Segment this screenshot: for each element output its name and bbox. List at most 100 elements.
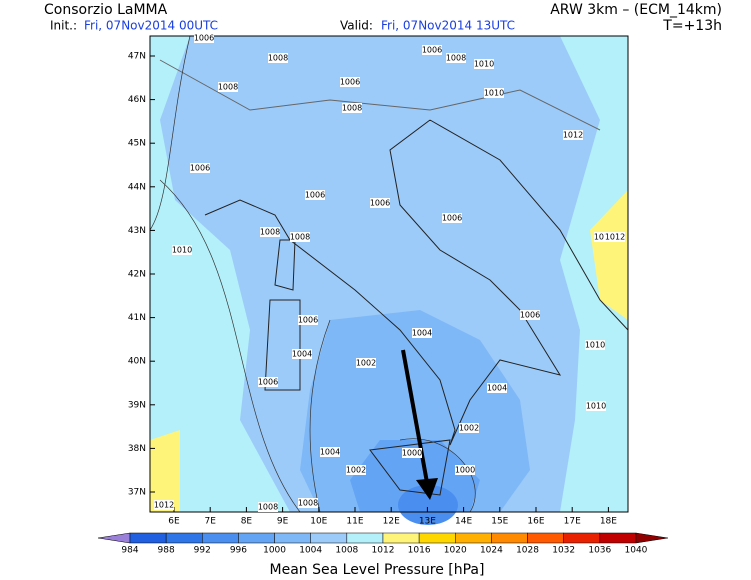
colorbar-tick: 1020	[444, 546, 467, 556]
isobar-label: 1006	[298, 316, 318, 325]
isobar-label: 1008	[258, 503, 278, 512]
isobar-label: 1006	[520, 311, 540, 320]
colorbar-segment	[165, 532, 203, 544]
isobar-label-bg	[298, 315, 318, 325]
colorbar-segment	[563, 532, 601, 544]
isobar-label-bg	[422, 45, 442, 55]
colorbar-cap	[97, 532, 131, 544]
isobar-label-bg	[585, 340, 605, 350]
field-low	[398, 485, 458, 525]
sicily	[369, 439, 451, 496]
isobar-label-bg	[292, 349, 312, 359]
colorbar-segment	[491, 532, 528, 544]
colorbar-tick: 1012	[372, 546, 395, 556]
coastline	[204, 119, 629, 446]
isobar-label: 1002	[459, 424, 479, 433]
colorbar-segment	[418, 532, 456, 544]
isobar-label: 1012	[154, 501, 174, 510]
lat-label: 38N	[128, 444, 146, 454]
lon-label: 12E	[383, 517, 400, 527]
isobar-label-bg	[455, 465, 475, 475]
colorbar-segment	[310, 532, 348, 544]
colorbar-segment	[129, 532, 167, 544]
lat-label: 40N	[128, 357, 146, 367]
colorbar-tick: 1016	[408, 546, 431, 556]
colorbar-tick: 1040	[625, 546, 648, 556]
lat-label: 47N	[128, 52, 146, 62]
isobar-label-bg	[412, 328, 432, 338]
title: Consorzio LaMMA	[44, 2, 168, 18]
arrow-shaft	[401, 349, 430, 489]
colorbar-segment	[455, 532, 492, 544]
colorbar-segment	[274, 532, 311, 544]
colorbar-tick: 996	[230, 546, 247, 556]
colorbar-cap	[635, 532, 668, 544]
lat-label: 39N	[128, 400, 146, 410]
valid-value: Fri, 07Nov2014 13UTC	[381, 19, 515, 33]
isobar-label: 1006	[340, 78, 360, 87]
isobar-label: 1006	[190, 164, 210, 173]
valid-label: Valid:	[340, 19, 373, 33]
colorbar-title: Mean Sea Level Pressure [hPa]	[270, 562, 485, 578]
arrow-head	[416, 478, 438, 500]
isobar-label: 1004	[292, 350, 312, 359]
isobar-label: 1004	[320, 448, 340, 457]
isobar-label: 1008	[298, 499, 318, 508]
lat-label: 43N	[128, 226, 146, 236]
isobar-label-bg	[340, 77, 360, 87]
isobar-label: 1002	[356, 359, 376, 368]
isobar-label-bg	[402, 448, 422, 458]
isobar-label-bg	[484, 88, 504, 98]
isobar-label: 1008	[260, 228, 280, 237]
isobar-label-bg	[190, 163, 210, 173]
lat-label: 42N	[128, 270, 146, 280]
colorbar-tick: 1024	[480, 546, 503, 556]
isobar-label: 1012	[563, 131, 583, 140]
colorbar-segment	[346, 532, 384, 544]
lat-label: 45N	[128, 139, 146, 149]
isobar-label: 1006	[422, 46, 442, 55]
border	[159, 59, 601, 131]
lon-label: 8E	[241, 517, 253, 527]
colorbar-tick: 1004	[299, 546, 322, 556]
isobar-label-bg	[268, 53, 288, 63]
lon-label: 7E	[204, 517, 216, 527]
isobar-label: 1006	[442, 214, 462, 223]
isobar-label-bg	[370, 198, 390, 208]
isobar-label-bg	[605, 232, 625, 242]
isobar-label: 1006	[194, 34, 214, 43]
isobar-label: 1004	[487, 384, 507, 393]
isobar-label: 1008	[446, 54, 466, 63]
lat-label: 44N	[128, 182, 146, 192]
isobar-label-bg	[586, 401, 606, 411]
colorbar-tick: 1032	[552, 546, 575, 556]
isobar-label: 1010	[484, 89, 504, 98]
lon-label: 14E	[455, 517, 472, 527]
isobar-label-bg	[290, 232, 310, 242]
isobar-label: 1004	[412, 329, 432, 338]
isobar-label-bg	[563, 130, 583, 140]
lead-time: T=+13h	[662, 18, 722, 34]
lat-label: 41N	[128, 313, 146, 323]
isobar-label-bg	[346, 465, 366, 475]
isobar-label-bg	[520, 310, 540, 320]
init-label: Init.:	[50, 19, 77, 33]
field-high-west	[150, 430, 180, 512]
colorbar-tick: 988	[158, 546, 175, 556]
isobar-label: 1008	[290, 233, 310, 242]
isobar-label: 1012	[594, 233, 614, 242]
isobar-label: 1000	[455, 466, 475, 475]
isobar-label: 1006	[258, 378, 278, 387]
colorbar-segment	[202, 532, 239, 544]
lon-label: 16E	[527, 517, 544, 527]
isobar-label-bg	[320, 447, 340, 457]
isobar-label: 1008	[218, 83, 238, 92]
isobar-label-bg	[154, 500, 174, 510]
isobar-label-bg	[172, 245, 192, 255]
isobar-label-bg	[258, 502, 278, 512]
lat-label: 37N	[128, 488, 146, 498]
isobar-label-bg	[594, 232, 614, 242]
model: ARW 3km – (ECM_14km)	[550, 2, 722, 18]
